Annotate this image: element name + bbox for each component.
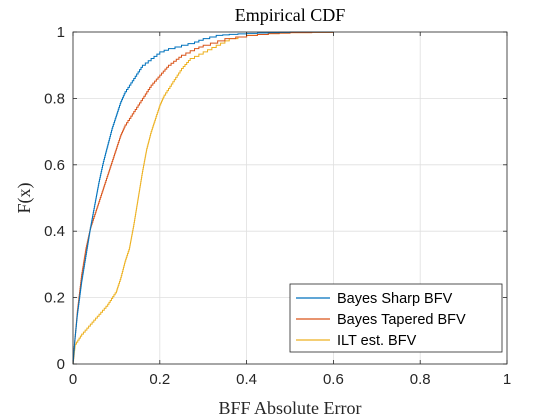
y-tick-label: 0.8	[44, 90, 65, 107]
legend-label-2: ILT est. BFV	[337, 333, 417, 349]
x-tick-label: 0.6	[323, 371, 344, 388]
axis-ticks: 0 0.2 0.4 0.6 0.8 1 0 0.2 0.4 0.6 0.8 1	[44, 24, 511, 388]
x-tick-label: 1	[503, 371, 511, 388]
y-tick-label: 0.4	[44, 223, 65, 240]
y-tick-label: 0.2	[44, 290, 65, 307]
x-tick-label: 0.4	[236, 371, 257, 388]
legend-label-0: Bayes Sharp BFV	[337, 291, 453, 307]
grid	[72, 31, 508, 365]
chart-title: Empirical CDF	[235, 5, 346, 25]
plot-frame	[72, 31, 508, 365]
series-line-0	[72, 31, 334, 365]
legend: Bayes Sharp BFV Bayes Tapered BFV ILT est.…	[289, 283, 503, 353]
series-line-2	[72, 31, 334, 365]
legend-label-1: Bayes Tapered BFV	[337, 312, 466, 328]
x-tick-label: 0.8	[410, 371, 431, 388]
y-axis-label: F(x)	[14, 182, 35, 213]
y-tick-label: 0	[57, 356, 65, 373]
legend-box	[289, 283, 503, 353]
x-axis-label: BFF Absolute Error	[218, 398, 361, 418]
y-tick-label: 0.6	[44, 157, 65, 174]
y-tick-label: 1	[57, 24, 65, 41]
x-tick-label: 0.2	[149, 371, 170, 388]
series-lines	[72, 31, 334, 365]
x-tick-label: 0	[69, 371, 77, 388]
